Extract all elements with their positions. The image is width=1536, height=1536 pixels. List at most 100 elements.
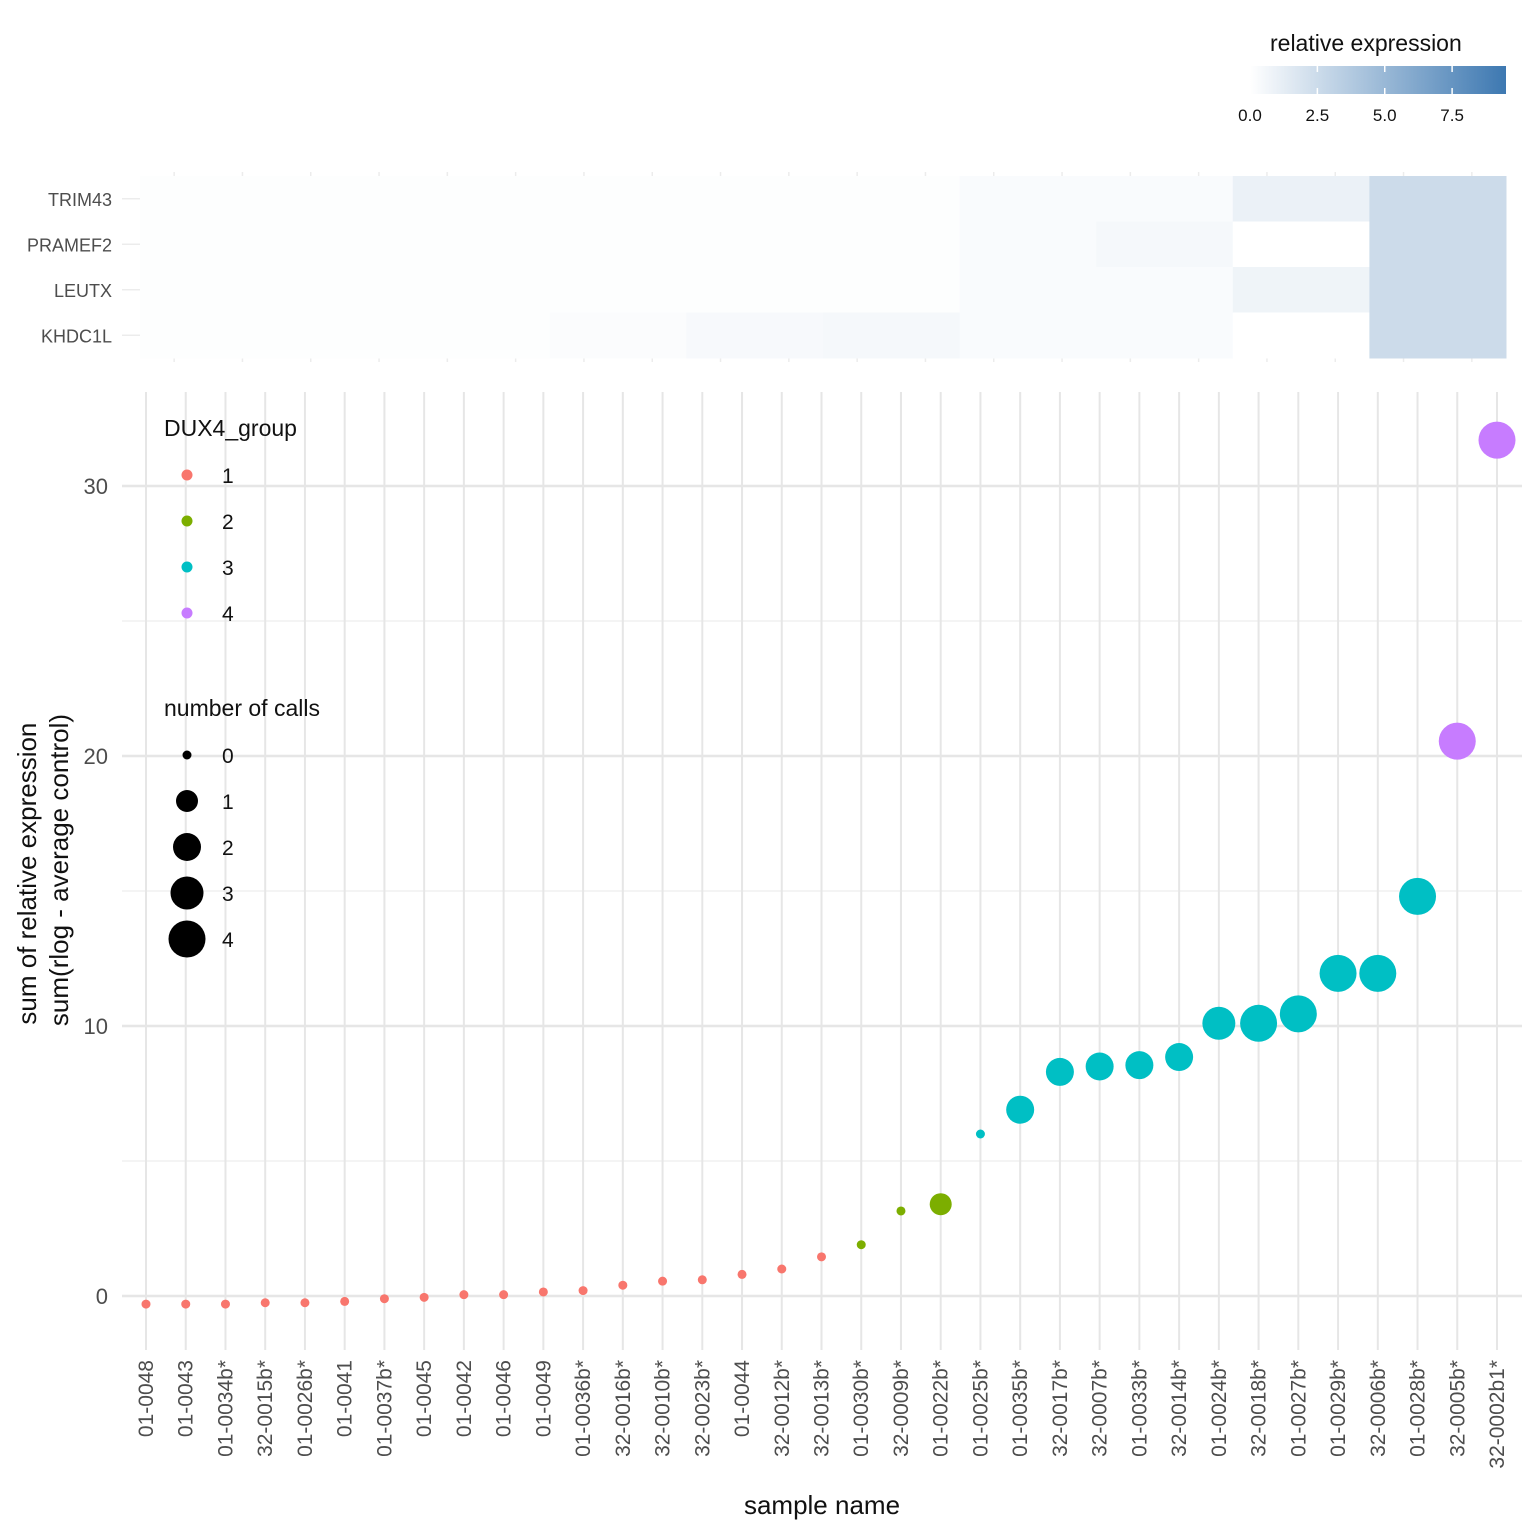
dux4-group-legend-key bbox=[181, 469, 193, 481]
scatter-point bbox=[817, 1252, 826, 1262]
scatter-point bbox=[1359, 954, 1397, 992]
x-tick-label: 01-0030b* bbox=[850, 1360, 873, 1457]
heatmap-legend-tick-label: 7.5 bbox=[1440, 106, 1464, 125]
heatmap-cell bbox=[549, 176, 687, 222]
heatmap-cell bbox=[1096, 176, 1234, 222]
y-tick-label: 10 bbox=[84, 1014, 108, 1039]
heatmap-cell bbox=[140, 312, 278, 359]
number-of-calls-legend-label: 0 bbox=[222, 745, 234, 768]
y-tick-label: 30 bbox=[84, 474, 108, 499]
scatter-point bbox=[1279, 995, 1317, 1033]
y-tick-label: 0 bbox=[96, 1284, 108, 1309]
heatmap-cell bbox=[823, 176, 961, 222]
heatmap-legend-title: relative expression bbox=[1270, 30, 1462, 56]
x-tick-label: 01-0036b* bbox=[572, 1360, 595, 1457]
heatmap-cell bbox=[686, 312, 824, 359]
number-of-calls-legend-items: 0 1 2 3 4 bbox=[168, 745, 234, 958]
scatter-point bbox=[141, 1299, 151, 1309]
x-tick-label: 32-0016b* bbox=[612, 1360, 635, 1457]
heatmap-cell bbox=[823, 267, 961, 313]
scatter-point bbox=[737, 1269, 747, 1279]
heatmap-cell bbox=[413, 267, 551, 313]
scatter-point bbox=[419, 1292, 429, 1302]
number-of-calls-legend-title: number of calls bbox=[164, 695, 320, 721]
x-tick-label: 32-0015b* bbox=[254, 1360, 277, 1457]
dux4-group-legend-key bbox=[181, 515, 193, 527]
number-of-calls-legend-label: 1 bbox=[222, 791, 234, 814]
heatmap-legend-tick-label: 0.0 bbox=[1238, 106, 1262, 125]
scatter-point bbox=[896, 1206, 906, 1216]
scatter-point bbox=[1006, 1095, 1035, 1124]
number-of-calls-legend: number of calls 0 1 2 3 4 bbox=[164, 695, 320, 958]
x-tick-label: 01-0043 bbox=[175, 1360, 198, 1437]
scatter-point bbox=[538, 1287, 548, 1297]
y-axis-title: sum of relative expression sum(rlog - av… bbox=[12, 714, 74, 1026]
x-tick-label: 32-0017b* bbox=[1049, 1360, 1072, 1457]
heatmap-cell bbox=[1096, 221, 1234, 268]
x-tick-label: 01-0024b* bbox=[1208, 1360, 1231, 1457]
heatmap-cell bbox=[1369, 221, 1507, 268]
heatmap-cell bbox=[549, 267, 687, 313]
x-tick-label: 32-0010b* bbox=[652, 1360, 675, 1457]
x-tick-label: 01-0035b* bbox=[1009, 1360, 1032, 1457]
heatmap-cell bbox=[413, 312, 551, 359]
x-tick-label: 01-0041 bbox=[334, 1360, 357, 1437]
number-of-calls-legend-key bbox=[176, 790, 198, 812]
heatmap-gene-labels: TRIM43 PRAMEF2 LEUTX KHDC1L bbox=[27, 190, 112, 347]
heatmap-cells bbox=[140, 176, 1507, 359]
scatter-point bbox=[340, 1296, 350, 1306]
x-tick-label: 01-0034b* bbox=[214, 1360, 237, 1457]
number-of-calls-legend-key bbox=[168, 920, 206, 958]
heatmap-cell bbox=[140, 221, 278, 268]
heatmap-cell bbox=[140, 176, 278, 222]
y-axis-title-line-2: sum(rlog - average control) bbox=[44, 714, 74, 1026]
scatter-point bbox=[1165, 1043, 1194, 1072]
scatter-point bbox=[1240, 1004, 1278, 1042]
number-of-calls-legend-label: 3 bbox=[222, 883, 234, 906]
x-tick-label: 32-0014b* bbox=[1168, 1360, 1191, 1457]
heatmap-cell bbox=[140, 267, 278, 313]
dux4-group-legend-label: 3 bbox=[222, 557, 234, 580]
scatter-point bbox=[975, 1129, 985, 1139]
heatmap-cell bbox=[1232, 221, 1370, 268]
scatter-point bbox=[618, 1280, 628, 1290]
x-tick-label: 01-0037b* bbox=[373, 1360, 396, 1457]
heatmap-cell bbox=[959, 176, 1097, 222]
scatter-point bbox=[578, 1286, 588, 1296]
scatter-point bbox=[697, 1275, 707, 1285]
x-tick-label: 32-0007b* bbox=[1089, 1360, 1112, 1457]
scatter-point bbox=[1438, 722, 1476, 760]
heatmap-cell bbox=[1369, 176, 1507, 222]
number-of-calls-legend-label: 4 bbox=[222, 929, 234, 952]
x-tick-label: 32-0023b* bbox=[691, 1360, 714, 1457]
scatter-point bbox=[777, 1264, 787, 1274]
heatmap-cell bbox=[549, 221, 687, 268]
scatter-gridlines bbox=[122, 392, 1522, 1350]
dux4-group-legend-key bbox=[181, 607, 193, 619]
scatter-point bbox=[856, 1240, 866, 1250]
x-tick-label: 32-0005b* bbox=[1446, 1360, 1469, 1457]
heatmap-legend-tick-label: 2.5 bbox=[1306, 106, 1330, 125]
heatmap-colorbar bbox=[1250, 66, 1506, 94]
heatmap-cell bbox=[959, 221, 1097, 268]
x-tick-label: 01-0026b* bbox=[294, 1360, 317, 1457]
heatmap-cell bbox=[413, 221, 551, 268]
x-tick-label: 32-0009b* bbox=[890, 1360, 913, 1457]
x-tick-label: 01-0028b* bbox=[1407, 1360, 1430, 1457]
scatter-point bbox=[929, 1193, 952, 1216]
heatmap-gene-label: TRIM43 bbox=[48, 190, 112, 210]
scatter-point bbox=[300, 1298, 310, 1308]
x-tick-label: 32-0013b* bbox=[811, 1360, 834, 1457]
heatmap-gene-label: PRAMEF2 bbox=[27, 235, 112, 255]
heatmap-cell bbox=[549, 312, 687, 359]
heatmap-cell bbox=[1096, 267, 1234, 313]
x-tick-label: 01-0025b* bbox=[969, 1360, 992, 1457]
heatmap-legend-tick-label: 5.0 bbox=[1373, 106, 1397, 125]
heatmap-cell bbox=[276, 312, 414, 359]
y-axis-title-line-1: sum of relative expression bbox=[12, 723, 42, 1025]
heatmap-cell bbox=[686, 267, 824, 313]
x-tick-label: 32-0002b1* bbox=[1486, 1360, 1509, 1469]
heatmap-color-legend: relative expression 0.0 2.5 5.0 7.5 bbox=[1238, 30, 1506, 125]
